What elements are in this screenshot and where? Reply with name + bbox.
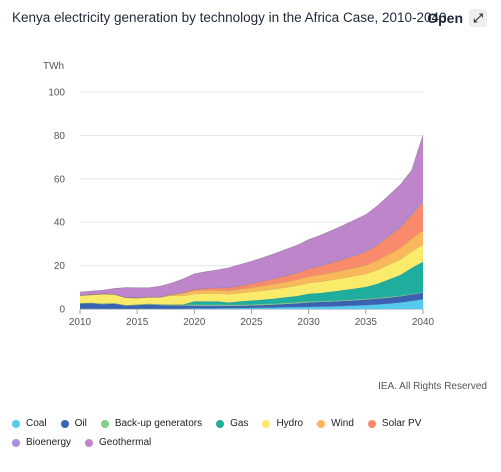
external-arrow-icon: ⤢ <box>469 9 487 27</box>
legend-swatch <box>60 419 69 428</box>
legend-swatch <box>100 419 109 428</box>
stacked-areas <box>79 134 424 309</box>
x-tick-label: 2025 <box>240 317 263 328</box>
legend-swatch <box>367 419 376 428</box>
legend: Coal Oil Back-up generators Gas Hydro Wind Sol… <box>12 418 492 448</box>
area-geothermal <box>80 134 423 298</box>
legend-item-solar-pv[interactable]: Solar PV <box>367 418 422 429</box>
legend-label: Back-up generators <box>114 418 203 429</box>
legend-item-gas[interactable]: Gas <box>216 418 248 429</box>
legend-label: Bioenergy <box>26 437 72 448</box>
legend-label: Gas <box>230 418 249 429</box>
credit-text: IEA. All Rights Reserved <box>378 381 487 392</box>
x-tick-label: 2010 <box>69 317 92 328</box>
legend-item-wind[interactable]: Wind <box>317 418 354 429</box>
legend-label: Wind <box>331 418 354 429</box>
y-tick-label: 60 <box>54 174 66 185</box>
y-tick-label: 80 <box>54 131 66 142</box>
legend-label: Coal <box>26 418 47 429</box>
y-tick-label: 20 <box>54 261 66 272</box>
x-tick-label: 2030 <box>298 317 321 328</box>
open-button[interactable]: Open ⤢ <box>427 9 487 27</box>
x-tick-label: 2035 <box>355 317 378 328</box>
area-gas <box>80 261 423 306</box>
legend-swatch <box>317 419 326 428</box>
y-axis-label: TWh <box>43 61 64 72</box>
legend-swatch <box>12 419 20 428</box>
y-tick-label: 0 <box>59 305 65 316</box>
legend-label: Geothermal <box>99 437 152 448</box>
legend-item-geothermal[interactable]: Geothermal <box>85 437 151 448</box>
legend-item-bioenergy[interactable]: Bioenergy <box>12 437 71 448</box>
x-tick-label: 2040 <box>412 317 435 328</box>
area-edge-geothermal <box>79 134 424 293</box>
legend-swatch <box>85 438 94 447</box>
x-tick-label: 2015 <box>126 317 149 328</box>
area-hydro <box>80 244 423 306</box>
x-tick-label: 2020 <box>183 317 206 328</box>
area-oil <box>80 292 423 309</box>
y-axis: 0 20 40 60 80 100 <box>48 88 65 316</box>
legend-item-coal[interactable]: Coal <box>12 418 47 429</box>
legend-label: Hydro <box>276 418 304 429</box>
legend-label: Solar PV <box>381 418 422 429</box>
area-coal <box>80 299 423 309</box>
y-tick-label: 100 <box>48 88 65 99</box>
legend-label: Oil <box>74 418 87 429</box>
legend-swatch <box>216 419 225 428</box>
legend-item-oil[interactable]: Oil <box>60 418 87 429</box>
legend-swatch <box>262 419 271 428</box>
chart-area: 2010 2015 2020 2025 2030 2035 2040 02040608010… <box>43 61 435 328</box>
x-axis: 2010 2015 2020 2025 2030 2035 2040 <box>69 309 435 328</box>
y-tick-label: 40 <box>54 218 66 229</box>
legend-item-back-up-generators[interactable]: Back-up generators <box>100 418 203 429</box>
open-label: Open <box>427 10 463 26</box>
chart-title: Kenya electricity generation by technolo… <box>12 10 447 25</box>
legend-swatch <box>12 438 20 447</box>
legend-item-hydro[interactable]: Hydro <box>262 418 303 429</box>
